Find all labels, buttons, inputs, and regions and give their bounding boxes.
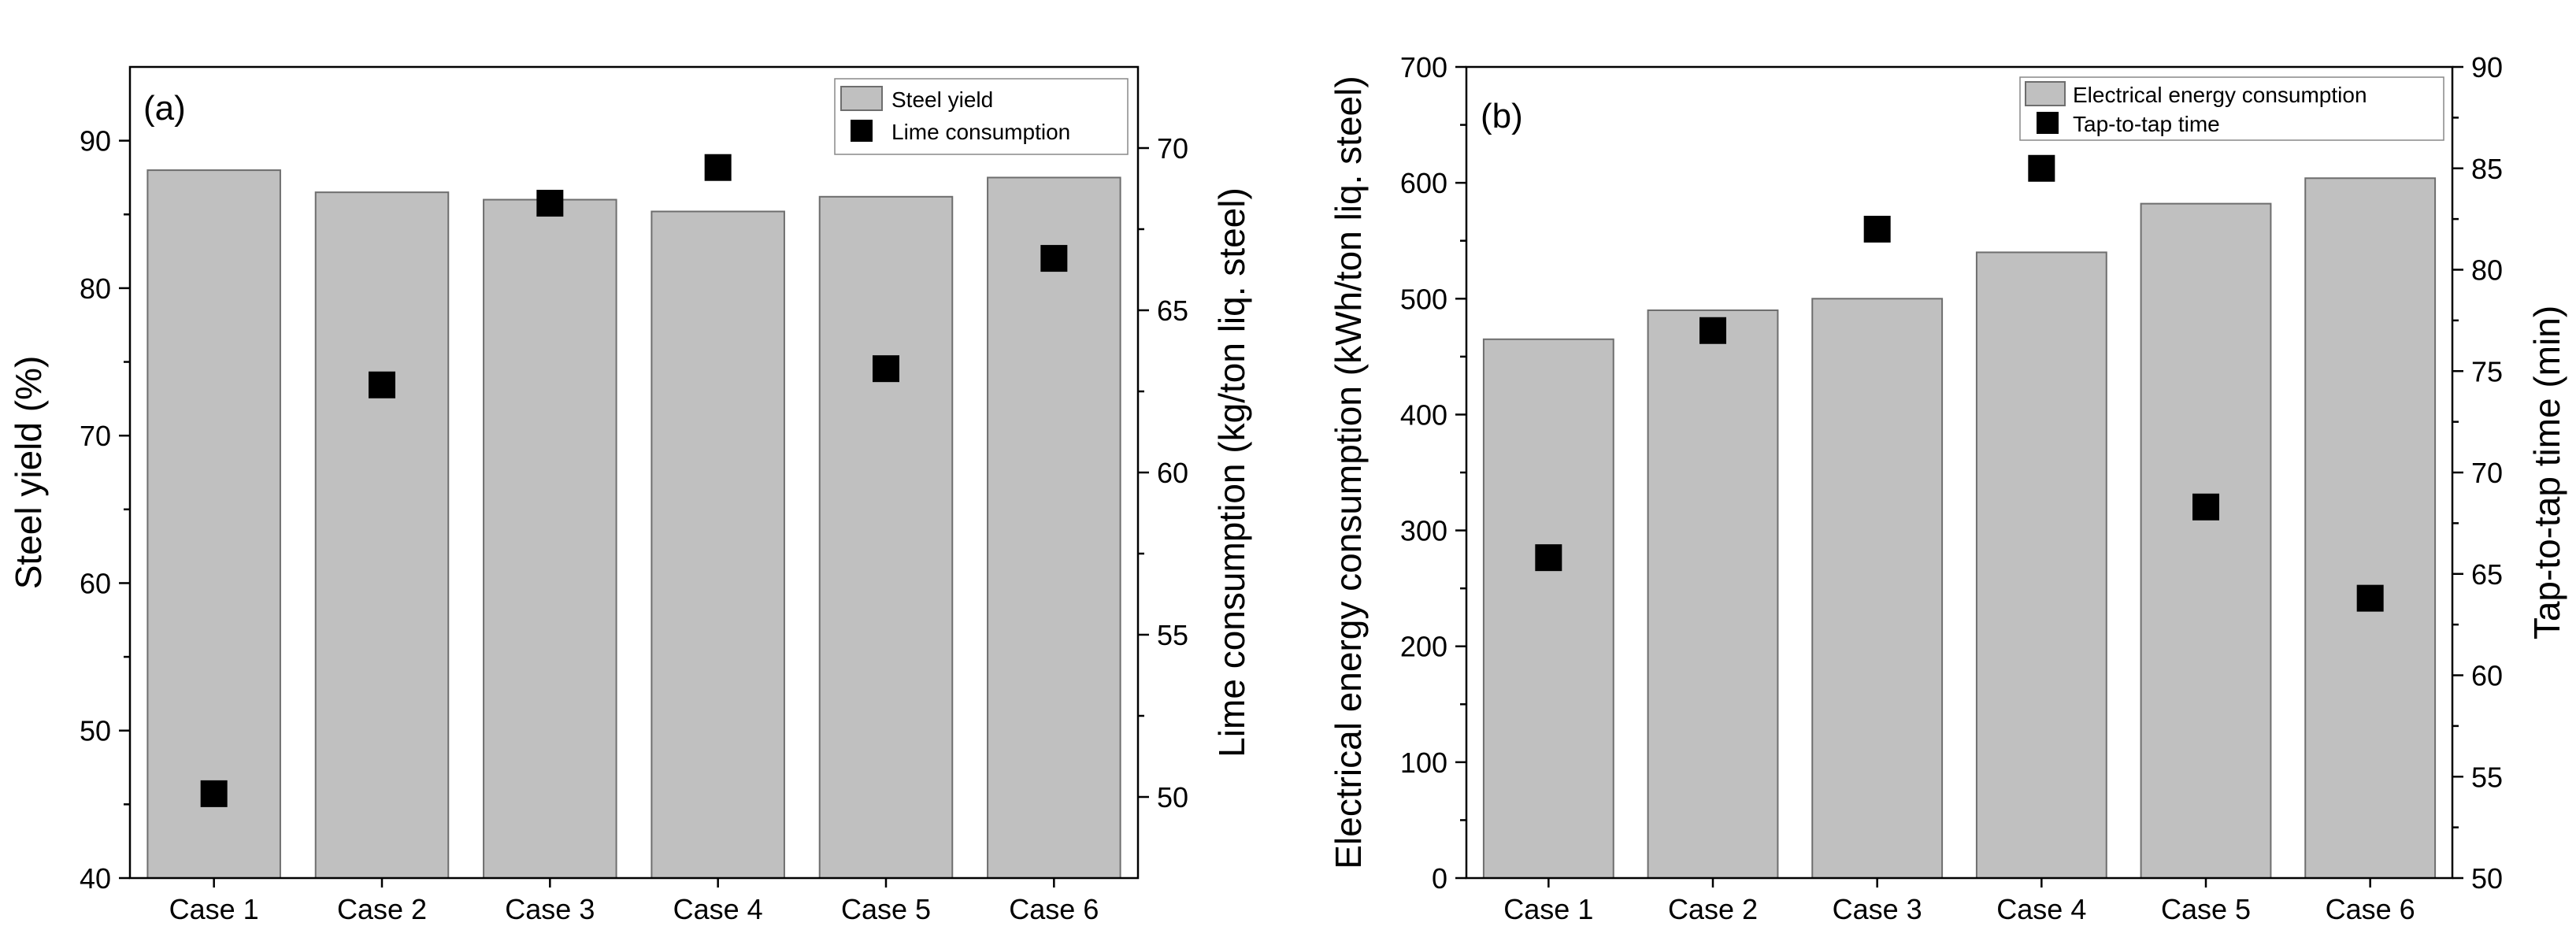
y2-tick-label-b-3: 65 xyxy=(2471,558,2503,591)
y-tick-label-a-2: 60 xyxy=(80,567,111,599)
x-tick-label-b-1: Case 1 xyxy=(1503,893,1593,925)
legend-label-steel-yield: Steel yield xyxy=(891,87,993,112)
x-tick-label-a-5: Case 5 xyxy=(841,893,931,925)
x-tick-label-a-4: Case 4 xyxy=(673,893,763,925)
y-tick-label-a-4: 80 xyxy=(80,272,111,305)
y2-tick-label-a-3: 65 xyxy=(1157,295,1188,327)
bar-a-2 xyxy=(314,191,450,879)
bar-group-b xyxy=(1482,177,2437,879)
x-tick-label-b-2: Case 2 xyxy=(1668,893,1758,925)
y-tick-label-a-5: 90 xyxy=(80,125,111,158)
y2-tick-label-b-8: 90 xyxy=(2471,51,2503,83)
legend-marker-lime-consumption xyxy=(851,120,873,142)
chart-panel-b: Case 1 Case 2 Case 3 Case 4 Case 5 Case 6 0 100… xyxy=(1328,51,2567,925)
panel-label-a: (a) xyxy=(143,89,186,128)
y2-axis-title-a: Lime consumption (kg/ton liq. steel) xyxy=(1211,187,1252,758)
axis-ticks-a: Case 1 Case 2 Case 3 Case 4 Case 5 Case 6 40 50… xyxy=(80,125,1188,925)
y2-tick-label-b-7: 85 xyxy=(2471,153,2503,185)
legend-label-electrical-energy: Electrical energy consumption xyxy=(2073,83,2367,107)
y-tick-label-a-1: 50 xyxy=(80,715,111,747)
x-tick-label-a-3: Case 3 xyxy=(505,893,595,925)
y-tick-label-b-1: 100 xyxy=(1400,747,1447,779)
x-tick-label-b-4: Case 4 xyxy=(1996,893,2086,925)
legend-box-b xyxy=(2019,76,2444,141)
y-axis-title-a: Steel yield (%) xyxy=(8,356,49,590)
y2-tick-label-a-1: 55 xyxy=(1157,619,1188,651)
marker-a-5 xyxy=(873,355,899,383)
x-tick-label-a-6: Case 6 xyxy=(1009,893,1099,925)
y-tick-label-a-0: 40 xyxy=(80,862,111,895)
legend-swatch-electrical-energy xyxy=(2025,81,2066,106)
x-tick-label-a-1: Case 1 xyxy=(169,893,259,925)
axis-ticks-b: Case 1 Case 2 Case 3 Case 4 Case 5 Case 6 0 100… xyxy=(1400,51,2503,925)
marker-a-3 xyxy=(536,190,564,217)
bar-a-1 xyxy=(146,169,281,880)
bar-a-5 xyxy=(818,195,954,880)
y-tick-label-a-3: 70 xyxy=(80,420,111,452)
y2-tick-label-b-5: 75 xyxy=(2471,355,2503,387)
y2-tick-label-a-4: 70 xyxy=(1157,132,1188,165)
legend-label-lime-consumption: Lime consumption xyxy=(891,120,1070,144)
marker-a-4 xyxy=(704,154,732,181)
marker-b-2 xyxy=(1699,317,1726,344)
marker-group-a xyxy=(200,154,1068,807)
y2-tick-label-b-4: 70 xyxy=(2471,457,2503,489)
marker-a-1 xyxy=(200,780,228,807)
marker-b-5 xyxy=(2192,493,2219,521)
bar-a-4 xyxy=(650,210,785,879)
y2-tick-label-a-2: 60 xyxy=(1157,457,1188,489)
y2-tick-label-b-0: 50 xyxy=(2471,862,2503,895)
y2-tick-label-b-1: 55 xyxy=(2471,761,2503,793)
legend-swatch-steel-yield xyxy=(840,86,883,111)
y-tick-label-b-4: 400 xyxy=(1400,398,1447,431)
y-tick-label-b-6: 600 xyxy=(1400,167,1447,199)
y2-tick-label-a-0: 50 xyxy=(1157,781,1188,813)
marker-b-6 xyxy=(2356,584,2384,612)
bar-b-6 xyxy=(2304,177,2437,879)
bar-b-4 xyxy=(1975,251,2107,879)
bar-b-5 xyxy=(2140,202,2272,879)
bar-group-a xyxy=(146,169,1121,880)
legend-box-a xyxy=(834,78,1129,155)
marker-b-4 xyxy=(2028,154,2055,182)
marker-a-2 xyxy=(369,371,395,398)
x-tick-label-b-3: Case 3 xyxy=(1833,893,1922,925)
plot-frame-a xyxy=(128,65,1140,880)
panel-label-b: (b) xyxy=(1481,97,1523,135)
legend-label-tap-to-tap: Tap-to-tap time xyxy=(2073,112,2220,136)
plot-frame-b xyxy=(1465,65,2454,880)
x-tick-label-b-6: Case 6 xyxy=(2326,893,2415,925)
y2-axis-title-b: Tap-to-tap time (min) xyxy=(2526,306,2567,639)
y-tick-label-b-0: 0 xyxy=(1432,862,1447,895)
y-tick-label-b-2: 200 xyxy=(1400,631,1447,663)
marker-b-1 xyxy=(1535,544,1562,572)
legend-a: Steel yield Lime consumption xyxy=(834,78,1129,155)
y-tick-label-b-7: 700 xyxy=(1400,51,1447,83)
marker-b-3 xyxy=(1863,216,1891,243)
legend-marker-tap-to-tap xyxy=(2037,112,2059,134)
bar-a-6 xyxy=(987,176,1121,880)
y-tick-label-b-3: 300 xyxy=(1400,515,1447,547)
bar-b-2 xyxy=(1647,309,1779,879)
y-tick-label-b-5: 500 xyxy=(1400,283,1447,315)
y2-tick-label-b-2: 60 xyxy=(2471,660,2503,692)
x-tick-label-a-2: Case 2 xyxy=(337,893,427,925)
chart-panel-a: Case 1 Case 2 Case 3 Case 4 Case 5 Case 6 40 50… xyxy=(8,65,1252,925)
bar-a-3 xyxy=(483,198,617,879)
bar-b-1 xyxy=(1482,338,1614,879)
y2-tick-label-b-6: 80 xyxy=(2471,254,2503,287)
legend-b: Electrical energy consumption Tap-to-tap… xyxy=(2019,76,2444,141)
x-tick-label-b-5: Case 5 xyxy=(2161,893,2251,925)
marker-group-b xyxy=(1535,154,2384,612)
y-axis-title-b: Electrical energy consumption (kWh/ton l… xyxy=(1328,76,1369,869)
bar-b-3 xyxy=(1811,298,1944,879)
marker-a-6 xyxy=(1040,245,1068,272)
